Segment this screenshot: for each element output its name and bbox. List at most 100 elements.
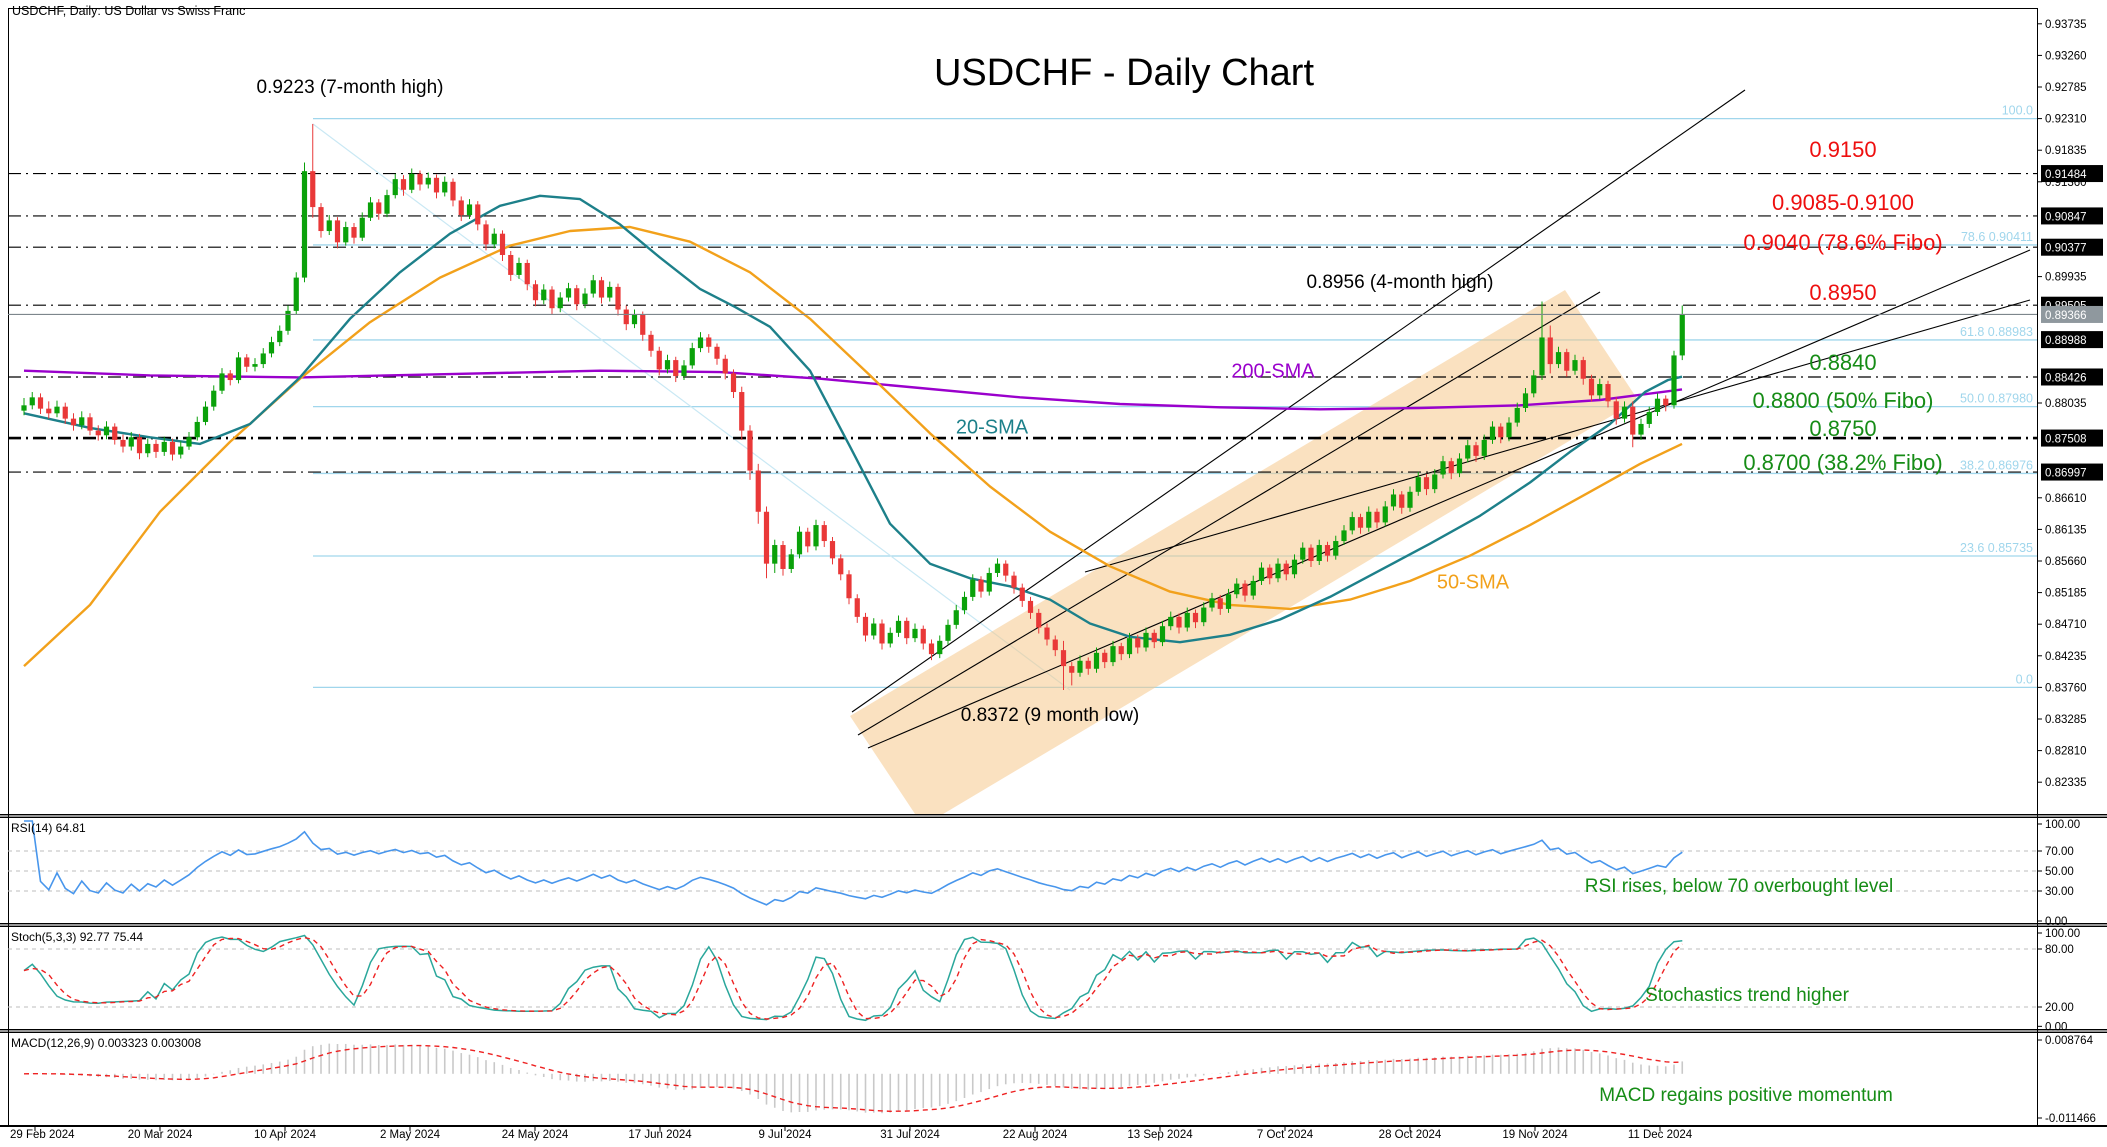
price-tick-label: 20.00 (2045, 1002, 2074, 1014)
candle-body (1382, 506, 1388, 523)
candle-body (953, 610, 959, 625)
candle-body (1374, 511, 1380, 523)
price-level-badge (2041, 429, 2103, 447)
candle-body (87, 417, 93, 431)
candle-body (293, 277, 299, 311)
price-tick-label: 0.89935 (2045, 272, 2087, 284)
price-level-badge (2041, 238, 2103, 256)
candle-body (178, 446, 184, 455)
candle-body (1283, 563, 1289, 575)
candle-body (1250, 580, 1256, 596)
price-axis[interactable]: 0.937350.932600.927850.923100.918350.913… (2037, 19, 2103, 1125)
candle-body (937, 640, 943, 655)
candle-body (343, 227, 349, 243)
price-level-badge-text: 0.88988 (2045, 335, 2087, 347)
fibo-label: 100.0 (2002, 104, 2033, 118)
candle-body (1308, 547, 1314, 561)
candle-body (466, 204, 473, 216)
time-tick-label: 2 May 2024 (379, 1129, 441, 1141)
candle-body (854, 598, 860, 617)
candle-body (235, 357, 242, 381)
candle-body (904, 620, 910, 639)
candle-body (21, 405, 27, 411)
candle-body (384, 195, 390, 214)
candle-body (681, 365, 687, 377)
candle-body (1366, 511, 1372, 528)
candle-body (79, 417, 85, 426)
pane-separator (0, 925, 2107, 927)
candle-body (1498, 426, 1504, 438)
candle-body (1390, 494, 1397, 507)
candle-body (730, 373, 737, 393)
annotation-7-month-high: 0.9223 (7-month high) (256, 77, 444, 98)
candle-body (541, 289, 547, 301)
time-tick-label: 13 Sep 2024 (1127, 1129, 1193, 1141)
candle-body (1423, 477, 1430, 490)
fibo-label: 78.6 0.90411 (1961, 230, 2033, 244)
candle-body (310, 171, 316, 208)
candle-body (516, 262, 522, 275)
candle-body (887, 632, 893, 644)
candle-body (615, 286, 621, 310)
candle-body (219, 373, 225, 391)
candle-body (1069, 666, 1075, 673)
candle-body (582, 293, 588, 305)
candle-body (392, 179, 398, 196)
trendline (1084, 299, 2031, 573)
price-tick-label: 100.00 (2045, 928, 2080, 940)
rsi-indicator-label: RSI(14) 64.81 (11, 821, 86, 835)
macd-signal-line (23, 1044, 1683, 1113)
time-tick-label: 22 Aug 2024 (1002, 1129, 1068, 1141)
candle-body (912, 628, 918, 639)
candle-body (796, 531, 803, 555)
candle-body (29, 397, 35, 406)
support-label-0.8700: 0.8700 (38.2% Fibo) (1743, 450, 1943, 475)
candle-body (590, 280, 596, 294)
pane-separator (0, 816, 2107, 818)
candle-body (978, 579, 984, 592)
candle-body (1110, 646, 1116, 663)
support-label-0.8840: 0.8840 (1809, 350, 1877, 375)
candle-body (623, 309, 629, 325)
time-tick-label: 7 Oct 2024 (1256, 1129, 1314, 1141)
time-tick-label: 28 Oct 2024 (1378, 1129, 1442, 1141)
candle-body (1407, 491, 1413, 508)
price-tick-label: 0.82810 (2045, 746, 2087, 758)
candle-body (1465, 445, 1471, 459)
annotation-4-month-high: 0.8956 (4-month high) (1306, 272, 1494, 293)
candle-body (640, 314, 646, 335)
candle-body (1324, 545, 1331, 556)
candle-body (1349, 517, 1355, 531)
candle-body (664, 360, 671, 370)
right-border (2037, 8, 2038, 1125)
candle-body (458, 200, 464, 216)
candle-body (1605, 384, 1611, 402)
candle-body (1646, 411, 1652, 424)
candle-body (1522, 393, 1529, 408)
candle-body (961, 596, 968, 611)
sma20-label: 20-SMA (955, 416, 1029, 439)
candle-body (1613, 401, 1619, 419)
candle-body (574, 288, 580, 305)
candle-body (1019, 587, 1025, 601)
support-label-0.8800: 0.8800 (50% Fibo) (1752, 388, 1934, 413)
candle-body (491, 233, 497, 245)
sma200-line (23, 369, 1683, 411)
time-tick-label: 20 Mar 2024 (127, 1129, 193, 1141)
candle-body (714, 346, 720, 359)
candle-body (1126, 638, 1133, 655)
stoch-d-line (23, 936, 1683, 1020)
pane-separator (0, 1031, 2107, 1033)
candle-body (565, 288, 572, 298)
candle-body (673, 360, 679, 377)
price-level-badge (2041, 463, 2103, 481)
candle-body (54, 406, 60, 414)
current-price-badge (2041, 305, 2103, 323)
candle-body (268, 342, 275, 354)
candle-body (1077, 660, 1083, 673)
fibo-label: 61.8 0.88983 (1960, 325, 2033, 339)
candle-body (1663, 398, 1669, 406)
candle-body (697, 337, 704, 349)
candle-body (1143, 632, 1149, 648)
